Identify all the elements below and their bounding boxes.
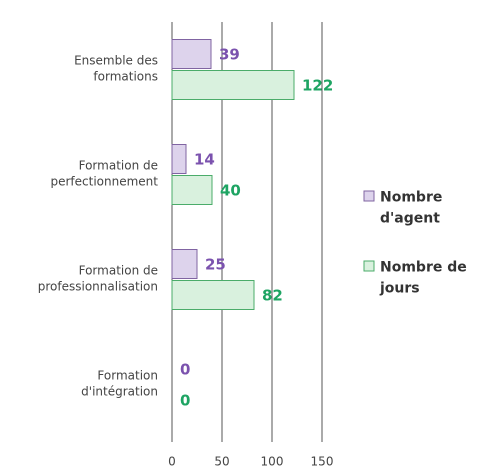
legend-swatch [363,190,375,202]
value-label: 122 [302,77,333,95]
category-label: Formation de perfectionnement [51,158,159,188]
bar [171,70,295,100]
legend-swatch [363,260,375,272]
bar [171,280,255,310]
value-label: 14 [194,151,215,169]
category-label: Formation d'intégration [81,368,158,398]
category-label: Formation de professionnalisation [38,263,158,293]
x-tick-label: 50 [214,455,229,469]
bar [171,39,212,69]
value-label: 82 [262,287,283,305]
category-label: Ensemble des formations [74,53,158,83]
x-tick-label: 100 [261,455,284,469]
bar [171,249,198,279]
bar [171,175,213,205]
legend-label: Nombre de jours [379,260,467,297]
value-label: 0 [180,392,190,410]
legend-label: Nombre d'agent [380,190,442,227]
value-label: 0 [180,361,190,379]
value-label: 40 [220,182,241,200]
value-label: 25 [205,256,226,274]
x-tick-label: 0 [168,455,176,469]
x-tick-label: 150 [311,455,334,469]
value-label: 39 [219,46,240,64]
bar [171,144,187,174]
